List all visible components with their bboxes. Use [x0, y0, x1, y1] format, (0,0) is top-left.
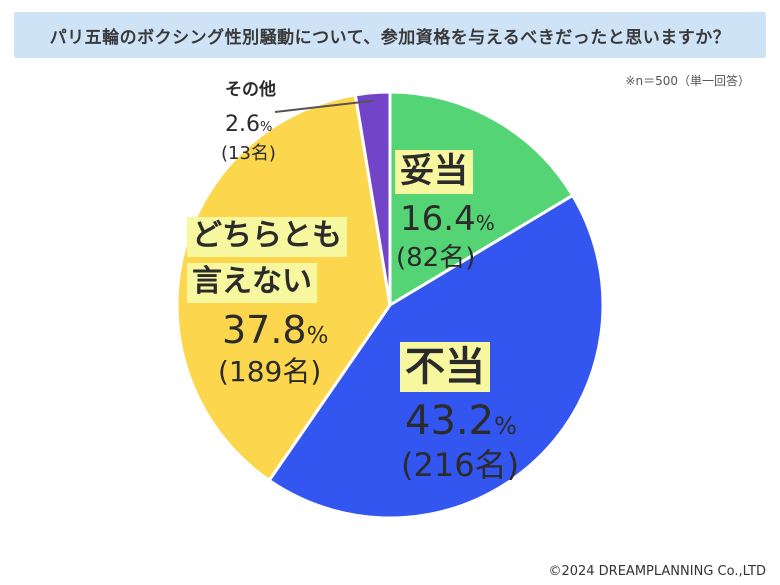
slice-count-label: (216名): [401, 446, 519, 484]
chart-title-banner: パリ五輪のボクシング性別騒動について、参加資格を与えるべきだったと思いますか？: [14, 12, 766, 58]
slice-category-label: その他: [225, 79, 276, 100]
slice-category-label: 言えない: [192, 264, 312, 299]
slice-category-label: 不当: [405, 344, 485, 390]
slice-label-4: その他 2.6% (13名): [221, 79, 276, 164]
copyright-credit: ©2024 DREAMPLANNING Co.,LTD: [548, 564, 766, 579]
sample-size-note: ※n＝500（単一回答）: [625, 74, 750, 88]
label-highlight: [395, 150, 473, 194]
slice-count-label: (13名): [221, 143, 276, 164]
slice-count-label: (189名): [218, 355, 321, 388]
slice-count-label: (82名): [396, 243, 475, 273]
pie-slice-1: [388, 90, 575, 308]
slice-percent-label: 2.6%: [225, 112, 272, 137]
slice-category-label: 妥当: [400, 151, 468, 191]
leader-line: [274, 99, 374, 113]
label-highlight: [400, 342, 490, 392]
chart-title: パリ五輪のボクシング性別騒動について、参加資格を与えるべきだったと思いますか？: [49, 27, 731, 48]
label-highlight: [187, 263, 317, 303]
pie-slice-4: [353, 90, 392, 306]
slice-category-label: どちらとも: [192, 218, 342, 253]
label-highlight: [187, 217, 347, 257]
